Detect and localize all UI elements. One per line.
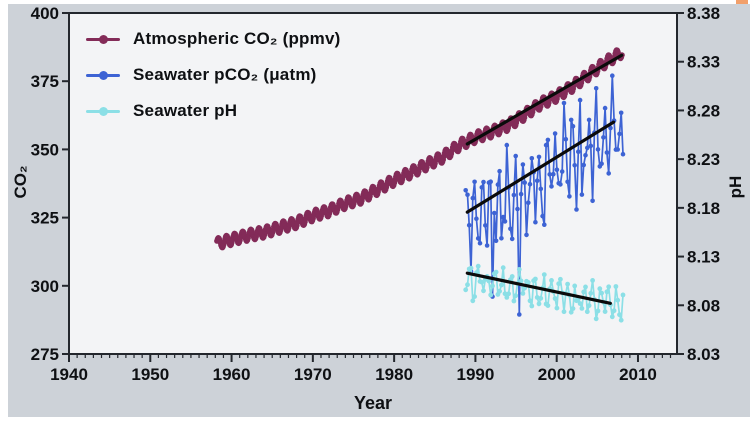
legend: Atmospheric CO₂ (ppmv) Seawater pCO₂ (μa… [86, 27, 340, 123]
left-tick-label: 300 [31, 277, 59, 296]
line-dot-marker-icon [86, 106, 120, 116]
line-dot-marker-icon [86, 70, 120, 80]
left-tick-label: 400 [31, 4, 59, 23]
right-tick-label: 8.13 [687, 248, 720, 267]
right-tick-label: 8.23 [687, 150, 720, 169]
right-tick-label: 8.03 [687, 345, 720, 364]
x-tick-label: 1990 [457, 365, 495, 384]
x-tick-label: 1950 [131, 365, 169, 384]
left-axis-title: CO₂ [11, 165, 30, 199]
x-tick-label: 2000 [538, 365, 576, 384]
trend-line-seawater-pco2 [465, 120, 616, 214]
legend-label: Atmospheric CO₂ (ppmv) [133, 29, 341, 48]
right-axis-ticks: 8.03 8.08 8.13 8.18 8.23 8.28 8.33 8.38 [677, 4, 720, 364]
line-dot-marker-icon [86, 34, 120, 44]
trend-line-seawater-ph [465, 271, 612, 305]
trend-line-atmospheric-co2 [465, 53, 624, 146]
x-minor-ticks [76, 354, 672, 358]
right-tick-label: 8.18 [687, 199, 720, 218]
page-corner-artifact [736, 0, 748, 4]
legend-label: Seawater pCO₂ (μatm) [133, 65, 317, 84]
legend-label: Seawater pH [133, 101, 238, 120]
x-tick-label: 2010 [619, 365, 657, 384]
legend-item-atmospheric-co2: Atmospheric CO₂ (ppmv) [86, 27, 340, 51]
legend-item-seawater-pco2: Seawater pCO₂ (μatm) [86, 63, 340, 87]
x-tick-label: 1980 [375, 365, 413, 384]
x-axis-title: Year [353, 393, 393, 413]
legend-item-seawater-ph: Seawater pH [86, 99, 340, 123]
left-axis-ticks: 275 300 325 350 375 400 [31, 4, 69, 364]
x-tick-label: 1970 [294, 365, 332, 384]
x-tick-label: 1960 [213, 365, 251, 384]
right-tick-label: 8.28 [687, 101, 720, 120]
x-axis-ticks: 1940 1950 1960 1970 1980 1990 2000 2010 [50, 354, 657, 384]
atmospheric-co2-series [214, 47, 625, 251]
right-axis-title: pH [726, 175, 745, 199]
left-tick-label: 325 [31, 209, 59, 228]
left-tick-label: 375 [31, 72, 59, 91]
x-tick-label: 1940 [50, 365, 88, 384]
right-tick-label: 8.08 [687, 296, 720, 315]
left-tick-label: 275 [31, 345, 59, 364]
right-tick-label: 8.38 [687, 4, 720, 23]
left-tick-label: 350 [31, 140, 59, 159]
right-tick-label: 8.33 [687, 53, 720, 72]
